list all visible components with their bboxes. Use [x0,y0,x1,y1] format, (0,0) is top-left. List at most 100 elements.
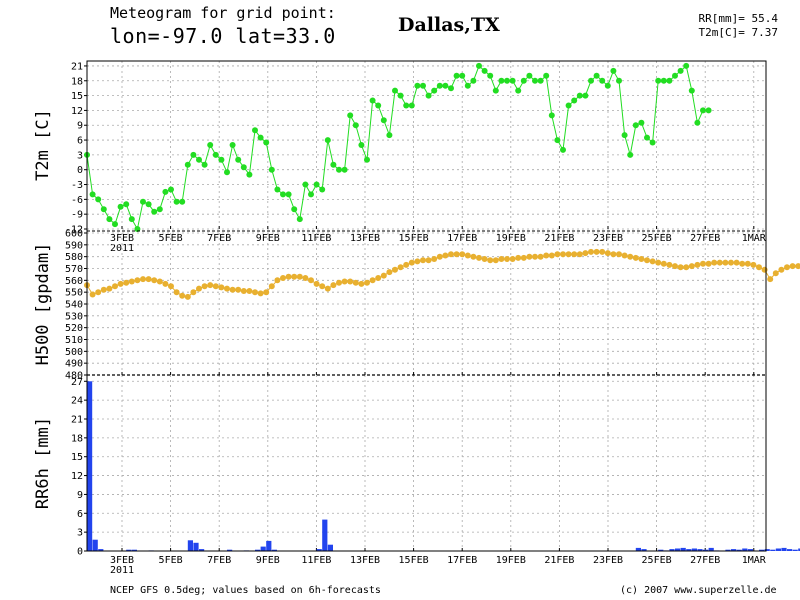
data-point [688,263,695,270]
data-point [123,201,130,208]
rain-bar [126,549,132,551]
data-point [616,77,622,84]
data-point [448,85,454,92]
temperature-readout: T2m[C]= 7.37 [698,26,778,39]
data-point [537,77,544,84]
rain-bar [669,549,675,551]
data-point [173,198,180,205]
data-point [196,285,202,292]
data-point [627,151,634,158]
data-point [162,280,169,287]
rain-bar [255,549,261,551]
rain-bar [697,549,703,551]
xtick-label: 15FEB [399,555,429,566]
ytick-label: 520 [65,323,83,334]
ytick-label: -12 [65,225,83,236]
data-point [100,286,107,293]
year-label: 2011 [110,565,134,576]
data-point [106,216,113,223]
data-point [660,77,667,84]
data-point [498,77,505,84]
data-point [207,282,214,289]
xtick-label: 17FEB [447,555,477,566]
meteogram-title: Meteogram for grid point: [110,4,336,22]
data-point [610,67,617,74]
data-point [89,291,96,298]
data-point [772,270,779,277]
data-point [179,198,186,205]
rain-bar [327,544,333,551]
ytick-label: 530 [65,311,83,322]
data-point [280,191,286,198]
xtick-label: 19FEB [496,555,526,566]
data-point [722,259,729,266]
data-point [414,82,421,89]
rain-total-readout: RR[mm]= 55.4 [698,12,778,25]
data-point [481,67,488,74]
data-point [677,67,684,74]
data-point [145,276,152,283]
data-point [89,191,96,198]
data-point [224,169,230,176]
data-point [582,250,589,257]
rain-bar [764,549,770,551]
data-point [565,102,572,109]
data-point [347,278,354,285]
data-point [795,263,800,270]
rain-bar [187,540,193,551]
data-point [425,92,432,99]
data-point [106,285,113,292]
data-point [190,151,197,158]
ytick-label: 480 [65,371,83,382]
xtick-label: 9FEB [256,555,280,566]
xtick-label: 1MAR [742,233,767,244]
ytick-label: 0 [77,165,83,176]
data-point [341,278,348,285]
ytick-label: 21 [71,415,83,426]
data-point [683,62,690,69]
data-point [375,275,382,281]
ytick-label: 600 [65,229,83,240]
data-point [778,266,785,273]
data-point [487,257,494,264]
data-point [571,251,578,258]
data-point [554,251,561,258]
data-point [464,82,471,89]
data-point [526,253,533,260]
data-point [414,258,421,265]
data-point [229,142,236,148]
data-point [683,264,690,271]
data-point [621,132,628,139]
xtick-label: 27FEB [690,555,720,566]
data-point [700,107,706,114]
ytick-label: 18 [71,433,83,444]
ytick-label: 540 [65,300,83,311]
data-point [100,206,107,213]
data-point [296,273,303,280]
ytick-label: 570 [65,264,83,275]
rain-bar [193,542,199,551]
y-axis-title: H500 [gpdam] [33,243,53,366]
data-point [313,181,320,188]
rain-bar [227,549,233,551]
y-axis-title: RR6h [mm] [33,417,53,509]
data-point [666,261,673,268]
data-point [588,77,594,84]
data-point [520,254,527,261]
data-point [156,278,163,285]
data-point [140,276,146,283]
data-point [498,256,505,262]
rain-bar [731,549,737,551]
data-point [324,285,331,292]
data-point [218,156,225,163]
rain-bar [271,549,277,551]
data-point [302,181,309,188]
ytick-label: 6 [77,509,83,520]
data-point [95,289,102,296]
data-point [380,272,387,279]
data-point [95,196,102,203]
data-point [156,206,163,213]
data-point [638,256,645,262]
data-point [644,134,650,141]
data-point [386,269,393,276]
